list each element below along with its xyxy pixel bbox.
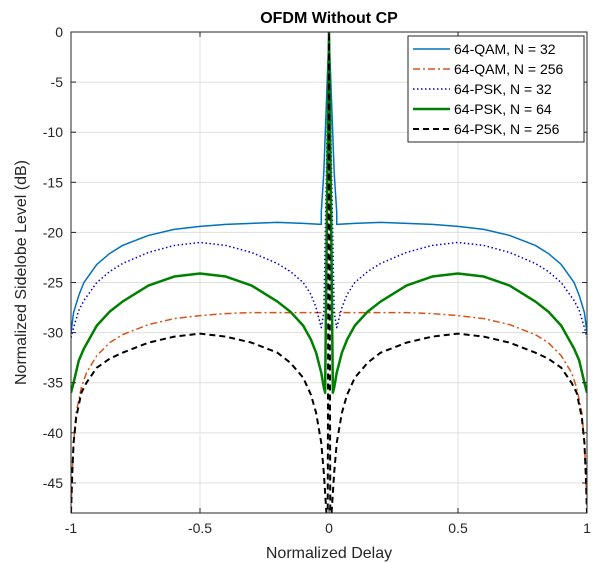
- y-tick-label: -25: [43, 275, 63, 291]
- legend-entry: 64-PSK, N = 64: [454, 101, 552, 117]
- y-tick-label: -20: [43, 224, 63, 240]
- series-line-5: [71, 32, 587, 513]
- legend-entry: 64-PSK, N = 256: [454, 121, 560, 137]
- legend-entry: 64-QAM, N = 256: [454, 61, 564, 77]
- y-tick-label: 0: [55, 24, 63, 40]
- x-axis-label: Normalized Delay: [266, 545, 392, 562]
- series-layer: [71, 32, 587, 513]
- series-line-1: [71, 32, 587, 333]
- chart-title: OFDM Without CP: [260, 10, 398, 27]
- series-line-3: [71, 32, 587, 338]
- y-tick-label: -45: [43, 475, 63, 491]
- tick-layer: -1 -0.5 0 0.5 1 0 -5 -10 -15 -20 -25 -30 -35 -40 -45: [43, 24, 591, 536]
- y-tick-label: -30: [43, 325, 63, 341]
- y-axis-label: Normalized Sidelobe Level (dB): [13, 160, 30, 385]
- y-tick-label: -35: [43, 375, 63, 391]
- series-line-4: [71, 32, 587, 394]
- y-tick-label: -10: [43, 124, 63, 140]
- legend: 64-QAM, N = 32 64-QAM, N = 256 64-PSK, N =…: [407, 35, 585, 143]
- y-tick-label: -5: [51, 74, 64, 90]
- x-tick-label: 1: [583, 520, 591, 536]
- y-tick-label: -15: [43, 174, 63, 190]
- legend-entry: 64-PSK, N = 32: [454, 81, 552, 97]
- legend-entry: 64-QAM, N = 32: [454, 41, 556, 57]
- series-line-2: [71, 32, 587, 513]
- y-tick-label: -40: [43, 425, 63, 441]
- x-tick-label: 0.5: [448, 520, 468, 536]
- x-tick-label: -1: [65, 520, 78, 536]
- x-tick-label: -0.5: [188, 520, 212, 536]
- x-tick-label: 0: [325, 520, 333, 536]
